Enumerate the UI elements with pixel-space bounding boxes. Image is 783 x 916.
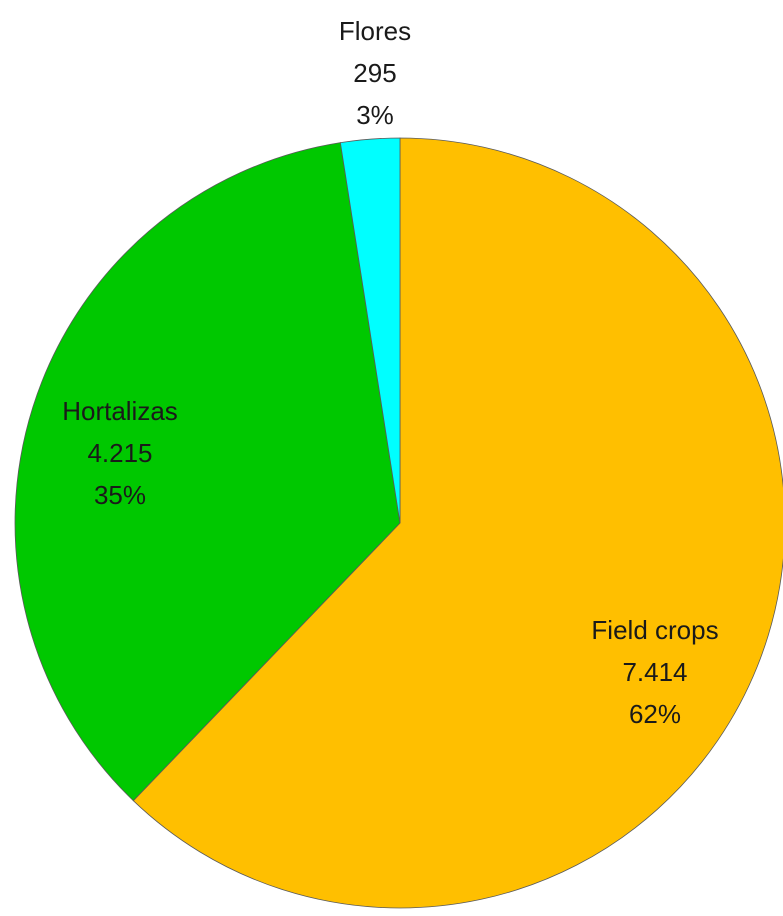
pie-slice [339,137,401,524]
slice-category-label: Hortalizas [62,396,178,426]
slice-value-label: 7.414 [622,657,687,687]
slice-value-label: 295 [353,58,396,88]
slice-value-label: 4.215 [87,438,152,468]
slice-category-label: Flores [339,16,411,46]
slice-percentage-label: 62% [629,699,681,729]
slice-percentage-label: 35% [94,480,146,510]
pie-slice [132,137,783,909]
pie-slice [14,142,401,802]
slice-category-label: Field crops [591,615,718,645]
slice-percentage-label: 3% [356,100,394,130]
